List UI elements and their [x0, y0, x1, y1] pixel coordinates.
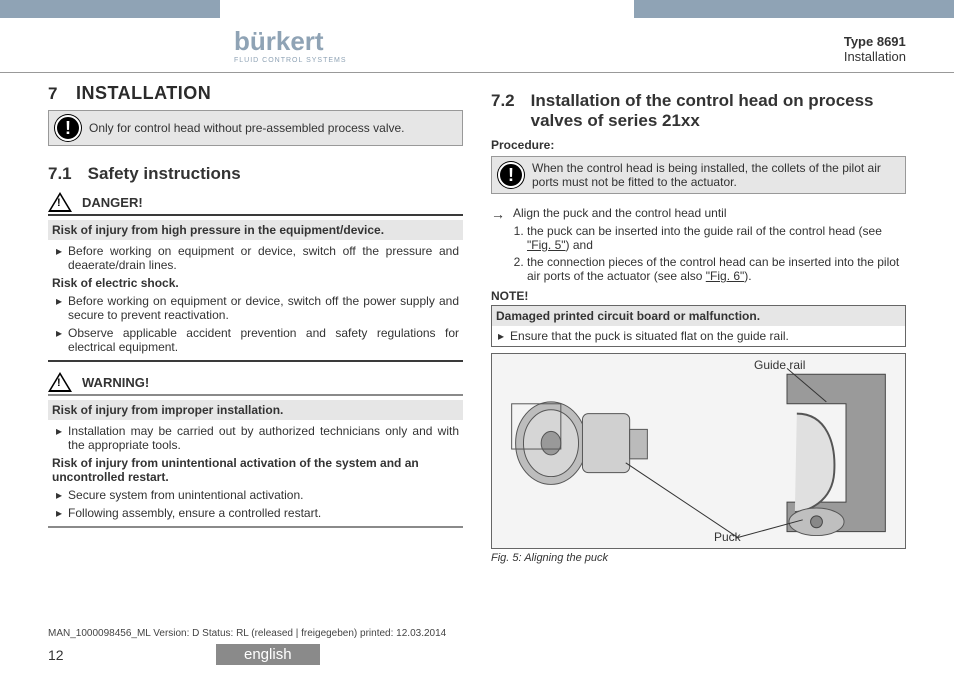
- bullet-arrow-icon: ▸: [56, 488, 62, 502]
- subsection-title-2: Installation of the control head on proc…: [531, 91, 906, 130]
- warning-triangle-icon: !: [48, 372, 72, 392]
- footer-bar: 12 english: [48, 644, 320, 665]
- subsection-number: 7.1: [48, 164, 72, 184]
- note-label: NOTE!: [491, 289, 906, 303]
- warning-risk-1: Risk of injury from improper installatio…: [48, 400, 463, 420]
- info-note: ! Only for control head without pre-asse…: [48, 110, 463, 146]
- warning-bullet-1: Installation may be carried out by autho…: [68, 424, 459, 452]
- arrow-right-icon: →: [491, 206, 505, 222]
- procedure-step-2: the connection pieces of the control hea…: [527, 255, 906, 283]
- bullet-arrow-icon: ▸: [498, 329, 504, 343]
- warning-label: WARNING!: [82, 375, 149, 390]
- language-tab: english: [216, 644, 320, 665]
- logo-subtitle: FLUID CONTROL SYSTEMS: [234, 57, 347, 64]
- accent-bar-left: [0, 0, 220, 18]
- figure-5: Guide rail Puck: [491, 353, 906, 549]
- left-column: 7 INSTALLATION ! Only for control head w…: [48, 83, 463, 564]
- right-column: 7.2 Installation of the control head on …: [491, 83, 906, 564]
- note-bullet: Ensure that the puck is situated flat on…: [510, 329, 789, 343]
- subsection-title: Safety instructions: [88, 164, 241, 184]
- exclamation-icon: !: [55, 115, 81, 141]
- bullet-arrow-icon: ▸: [56, 424, 62, 452]
- header-meta: Type 8691 Installation: [844, 34, 906, 64]
- danger-risk-1: Risk of injury from high pressure in the…: [48, 220, 463, 240]
- warning-risk-2: Risk of injury from unintentional activa…: [48, 454, 463, 486]
- warning-bullet-2: Secure system from unintentional activat…: [68, 488, 303, 502]
- danger-bullet-1: Before working on equipment or device, s…: [68, 244, 459, 272]
- page-number: 12: [48, 647, 216, 663]
- danger-bullet-2: Before working on equipment or device, s…: [68, 294, 459, 322]
- section-number: 7: [48, 84, 58, 104]
- procedure-note-text: When the control head is being installed…: [532, 161, 899, 189]
- warning-bullet-3: Following assembly, ensure a controlled …: [68, 506, 321, 520]
- info-note-text: Only for control head without pre-assemb…: [89, 121, 405, 135]
- bullet-arrow-icon: ▸: [56, 326, 62, 354]
- procedure-list: the puck can be inserted into the guide …: [491, 224, 906, 283]
- warning-block: ! WARNING! Risk of injury from improper …: [48, 372, 463, 528]
- logo-text: bürkert: [234, 26, 324, 57]
- danger-bullet-3: Observe applicable accident prevention a…: [68, 326, 459, 354]
- exclamation-icon: !: [498, 162, 524, 188]
- danger-risk-2: Risk of electric shock.: [48, 274, 463, 292]
- section-title: INSTALLATION: [76, 83, 211, 104]
- procedure-note: ! When the control head is being install…: [491, 156, 906, 194]
- procedure-label: Procedure:: [491, 138, 906, 152]
- warning-triangle-icon: !: [48, 192, 72, 212]
- bullet-arrow-icon: ▸: [56, 244, 62, 272]
- bullet-arrow-icon: ▸: [56, 506, 62, 520]
- note-heading: Damaged printed circuit board or malfunc…: [492, 306, 905, 326]
- accent-bar-right: [634, 0, 954, 18]
- footer-meta: MAN_1000098456_ML Version: D Status: RL …: [48, 628, 446, 639]
- procedure-step-1: the puck can be inserted into the guide …: [527, 224, 906, 252]
- callout-puck: Puck: [714, 530, 741, 544]
- figure-illustration: [492, 354, 905, 548]
- fig6-link[interactable]: "Fig. 6": [706, 269, 745, 283]
- brand-logo: bürkert FLUID CONTROL SYSTEMS: [234, 26, 347, 64]
- page-header: bürkert FLUID CONTROL SYSTEMS Type 8691 …: [0, 18, 954, 73]
- subsection-number-2: 7.2: [491, 91, 515, 111]
- callout-guide-rail: Guide rail: [754, 358, 805, 372]
- align-instruction: Align the puck and the control head unti…: [513, 206, 726, 222]
- note-box: Damaged printed circuit board or malfunc…: [491, 305, 906, 347]
- figure-caption: Fig. 5: Aligning the puck: [491, 552, 906, 564]
- top-accent-bars: [0, 0, 954, 18]
- header-section: Installation: [844, 49, 906, 64]
- danger-block: ! DANGER! Risk of injury from high press…: [48, 192, 463, 362]
- danger-label: DANGER!: [82, 195, 143, 210]
- bullet-arrow-icon: ▸: [56, 294, 62, 322]
- fig5-link[interactable]: "Fig. 5": [527, 238, 566, 252]
- type-label: Type 8691: [844, 34, 906, 49]
